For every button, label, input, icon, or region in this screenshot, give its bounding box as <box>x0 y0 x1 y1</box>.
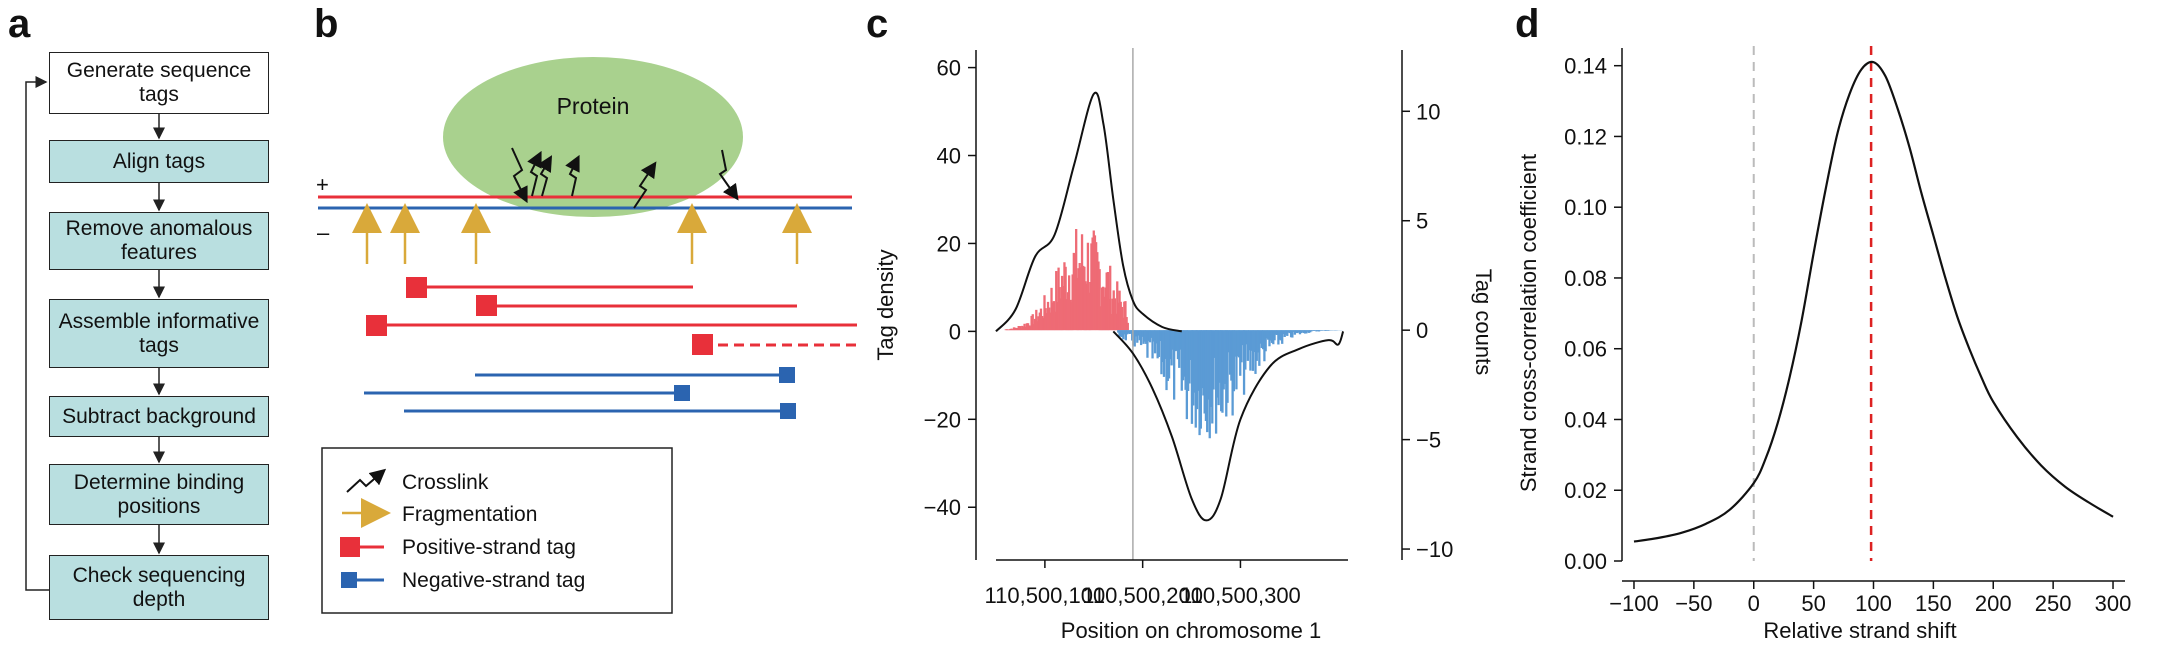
x-tick-label: 50 <box>1801 591 1825 616</box>
panel-letter-a: a <box>8 2 31 46</box>
flow-step-sequencing-depth: Check sequencing depth <box>49 555 269 620</box>
x-tick-label: −100 <box>1609 591 1659 616</box>
y-tick-label: 0.14 <box>1564 54 1607 79</box>
y-tick-label: 0.12 <box>1564 124 1607 149</box>
crosslink-mark <box>718 149 739 201</box>
x-tick-label: 100 <box>1855 591 1892 616</box>
positive-density-curve <box>995 91 1182 333</box>
x-tick-label: 110,500,200 <box>1082 583 1203 608</box>
y-tick-label: 40 <box>937 144 961 169</box>
crosslink-mark <box>527 150 542 197</box>
y-tick-label: 0.06 <box>1564 337 1607 362</box>
panel-letter-b: b <box>314 2 339 46</box>
x-tick-label: 300 <box>2095 591 2132 616</box>
crosslink-mark <box>511 147 528 204</box>
x-tick-label: 0 <box>1748 591 1760 616</box>
flowchart-connectors <box>25 76 165 591</box>
flow-step-binding-positions: Determine binding positions <box>49 464 269 525</box>
cross-correlation-chart: 0.00 0.02 0.04 0.06 0.08 0.10 0.12 0.14 −100 −50… <box>1516 46 2132 643</box>
y-tick-label: 0.08 <box>1564 266 1607 291</box>
protein-label: Protein <box>557 93 630 119</box>
y-axis-label: Tag density <box>873 249 898 360</box>
legend-negative-label: Negative-strand tag <box>402 569 585 592</box>
x-tick-label: 150 <box>1915 591 1952 616</box>
x-tick-label: 250 <box>2035 591 2072 616</box>
y-axis-label: Strand cross-correlation coefficient <box>1516 154 1541 492</box>
y-tick-label: 0.10 <box>1564 195 1607 220</box>
x-axis-label: Relative strand shift <box>1763 618 1956 643</box>
schematic-diagram: Protein + – Cro <box>316 57 858 614</box>
legend-positive-symbol <box>340 537 384 557</box>
legend-negative-symbol <box>341 572 384 588</box>
x-axis-label: Position on chromosome 1 <box>1061 618 1321 643</box>
y-tick-label: 0.02 <box>1564 478 1607 503</box>
y-tick-label: 0.04 <box>1564 407 1607 432</box>
negative-strand-tag <box>475 367 795 383</box>
legend-crosslink-label: Crosslink <box>402 471 489 494</box>
y-tick-label: 60 <box>937 56 961 81</box>
legend-crosslink-symbol <box>346 468 387 493</box>
y2-tick-label: −5 <box>1416 428 1441 453</box>
legend-fragmentation-label: Fragmentation <box>402 503 537 526</box>
x-tick-label: 110,500,300 <box>1180 583 1301 608</box>
x-tick-label: −50 <box>1675 591 1712 616</box>
y2-axis-label: Tag counts <box>1471 269 1496 375</box>
plus-strand-label: + <box>316 172 329 197</box>
minus-strand-label: – <box>317 220 330 245</box>
y-tick-label: −20 <box>924 407 961 432</box>
y2-tick-label: 0 <box>1416 318 1428 343</box>
positive-strand-tag <box>366 315 857 336</box>
panel-letter-d: d <box>1515 2 1540 46</box>
cross-correlation-curve <box>1633 60 2114 543</box>
x-tick-label: 110,500,100 <box>985 583 1106 608</box>
flow-step-remove-anomalous: Remove anomalous features <box>49 212 269 270</box>
negative-strand-tag <box>364 385 690 401</box>
positive-strand-tag <box>476 295 797 316</box>
panel-letter-c: c <box>866 2 889 46</box>
y2-tick-label: 5 <box>1416 209 1428 234</box>
flow-step-align-tags: Align tags <box>49 140 269 183</box>
y2-tick-label: 10 <box>1416 99 1440 124</box>
y-tick-label: 20 <box>937 231 961 256</box>
negative-strand-tag <box>404 403 796 419</box>
flow-step-generate-tags: Generate sequence tags <box>49 52 269 114</box>
x-tick-label: 200 <box>1975 591 2012 616</box>
crosslink-mark <box>537 155 553 197</box>
crosslink-mark <box>633 161 657 209</box>
legend-positive-label: Positive-strand tag <box>402 536 576 559</box>
positive-strand-tag-dashed <box>692 334 858 355</box>
y-tick-label: −40 <box>924 495 961 520</box>
flow-step-assemble-tags: Assemble informative tags <box>49 299 269 368</box>
y-tick-label: 0 <box>949 319 961 344</box>
y2-tick-label: −10 <box>1416 537 1453 562</box>
protein-ellipse <box>443 57 743 217</box>
flow-step-subtract-background: Subtract background <box>49 396 269 437</box>
negative-density-curve <box>1112 330 1345 522</box>
crosslink-mark <box>565 154 580 197</box>
y-tick-label: 0.00 <box>1564 549 1607 574</box>
positive-strand-tag <box>406 277 693 298</box>
